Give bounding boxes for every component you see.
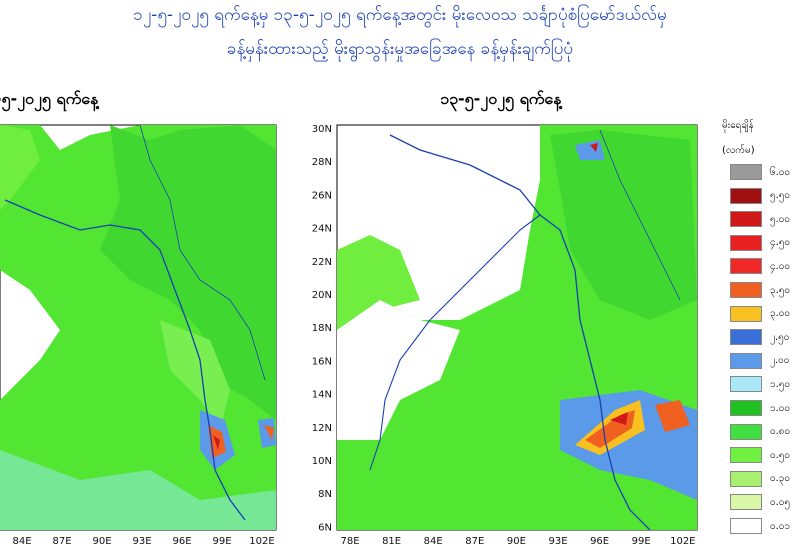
x-tick-label: 84E — [424, 536, 443, 547]
legend-swatch — [730, 164, 762, 180]
x-tick-label: 87E — [52, 536, 71, 547]
legend-item: ၁.၅၀ — [730, 376, 791, 393]
legend-label: ၃.၀၀ — [770, 308, 791, 320]
legend-label: ၄.၀၀ — [770, 260, 791, 272]
title-line-1: ၁၂-၅-၂၀၂၅ ရက်နေ့မှ ၁၃-၅-၂၀၂၅ ရက်နေ့အတွင်… — [133, 5, 667, 25]
legend-item: ၄.၀၀ — [730, 258, 791, 275]
legend-label: ၀.၀၅ — [770, 496, 791, 508]
legend-item: ၀.၃၀ — [730, 470, 791, 487]
legend-label: ၅.၀၀ — [770, 213, 791, 225]
legend-swatch — [730, 329, 762, 346]
legend-item: ၄.၅၀ — [730, 234, 791, 251]
legend-label: ၁.၅၀ — [770, 378, 791, 390]
legend-item: ၁.၀၀ — [730, 400, 790, 416]
legend-swatch — [730, 305, 762, 322]
y-tick-label: 6N — [318, 522, 332, 533]
y-tick-label: 28N — [312, 157, 332, 168]
legend-unit: (လက်မ) — [722, 145, 755, 156]
y-tick-label: 30N — [312, 124, 332, 135]
right-map — [336, 124, 698, 531]
y-tick-label: 16N — [312, 356, 332, 367]
legend-label: ၀.၀၁ — [770, 520, 791, 532]
x-tick-label: 102E — [670, 536, 695, 547]
legend-swatch — [730, 518, 762, 534]
y-tick-label: 12N — [312, 423, 332, 434]
legend-item: ၃.၅၀ — [730, 282, 790, 298]
x-tick-label: 102E — [249, 536, 274, 547]
x-tick-label: 81E — [382, 536, 401, 547]
legend-label: ၀.၈၀ — [770, 426, 791, 438]
legend-item: ၀.၀၁ — [730, 518, 790, 534]
maps: 84E 87E 90E 93E 96E 99E 102E 78E 81E 84E 87E 90E 93E… — [0, 124, 698, 547]
x-tick-label: 84E — [12, 536, 31, 547]
legend-label: ၂.၅၀ — [770, 331, 790, 343]
legend-label: ၃.၅၀ — [770, 284, 791, 296]
y-tick-label: 20N — [312, 290, 332, 301]
legend-label: ၀.၃၀ — [770, 473, 791, 485]
legend-swatch — [730, 376, 762, 393]
map-title: ၁၃-၅-၂၀၂၅ ရက်နေ့ — [440, 89, 562, 108]
legend-item: ၃.၀၀ — [730, 305, 791, 322]
legend-swatch — [730, 187, 762, 204]
x-tick-label: 93E — [132, 536, 151, 547]
x-tick-label: 87E — [465, 536, 484, 547]
y-tick-label: 24N — [312, 224, 332, 235]
y-tick-label: 18N — [312, 323, 332, 334]
y-tick-label: 14N — [312, 390, 332, 401]
y-tick-label: 10N — [312, 456, 332, 467]
legend-item: ၅.၀၀ — [730, 211, 791, 228]
x-tick-label: 90E — [92, 536, 111, 547]
legend-swatch — [730, 282, 762, 298]
title-line-2: ခန့်မှန်းထားသည့် မိုးရွာသွန်းမှုအခြေအနေ … — [226, 39, 574, 59]
y-tick-label: 22N — [312, 257, 332, 268]
legend-swatch — [730, 470, 762, 487]
x-tick-label: 90E — [507, 536, 526, 547]
x-tick-label: 99E — [632, 536, 651, 547]
legend-swatch — [730, 258, 762, 275]
legend-item: ၆.၀၀ — [730, 164, 790, 180]
legend-label: ၆.၀၀ — [770, 166, 791, 178]
x-tick-label: 99E — [212, 536, 231, 547]
legend-label: ၄.၅၀ — [770, 237, 791, 249]
legend-item: ၀.၅၀ — [730, 447, 791, 464]
legend-item: ၅.၅၀ — [730, 187, 791, 204]
legend-swatch — [730, 400, 762, 416]
legend-swatch — [730, 211, 762, 228]
x-tick-label: 78E — [340, 536, 359, 547]
legend-item: ၀.၈၀ — [730, 423, 791, 440]
y-tick-label: 8N — [318, 489, 332, 500]
legend: မိုးရေချိန် (လက်မ) ၆.၀၀၅.၅၀၅.၀၀၄.၅၀၄.၀၀၃… — [722, 118, 800, 534]
legend-label: ၂.၀၀ — [770, 355, 790, 367]
legend-swatch — [730, 447, 762, 464]
legend-item: ၂.၅၀ — [730, 329, 790, 346]
x-tick-label: 93E — [548, 536, 567, 547]
legend-title: မိုးရေချိန် — [722, 120, 754, 131]
legend-swatch — [730, 234, 762, 251]
legend-swatch — [730, 352, 762, 369]
x-tick-label: 96E — [590, 536, 609, 547]
legend-item: ၂.၀၀ — [730, 352, 790, 369]
legend-label: ၁.၀၀ — [770, 402, 791, 414]
map-title: ၁၂-၅-၂၀၂၅ ရက်နေ့ — [0, 89, 99, 108]
legend-label: ၀.၅၀ — [770, 449, 791, 461]
left-map — [0, 124, 277, 531]
legend-label: ၅.၅၀ — [770, 190, 791, 202]
legend-item: ၀.၀၅ — [730, 494, 791, 511]
legend-swatch — [730, 494, 762, 511]
y-tick-label: 26N — [312, 190, 332, 201]
x-tick-label: 96E — [172, 536, 191, 547]
legend-swatch — [730, 423, 762, 440]
